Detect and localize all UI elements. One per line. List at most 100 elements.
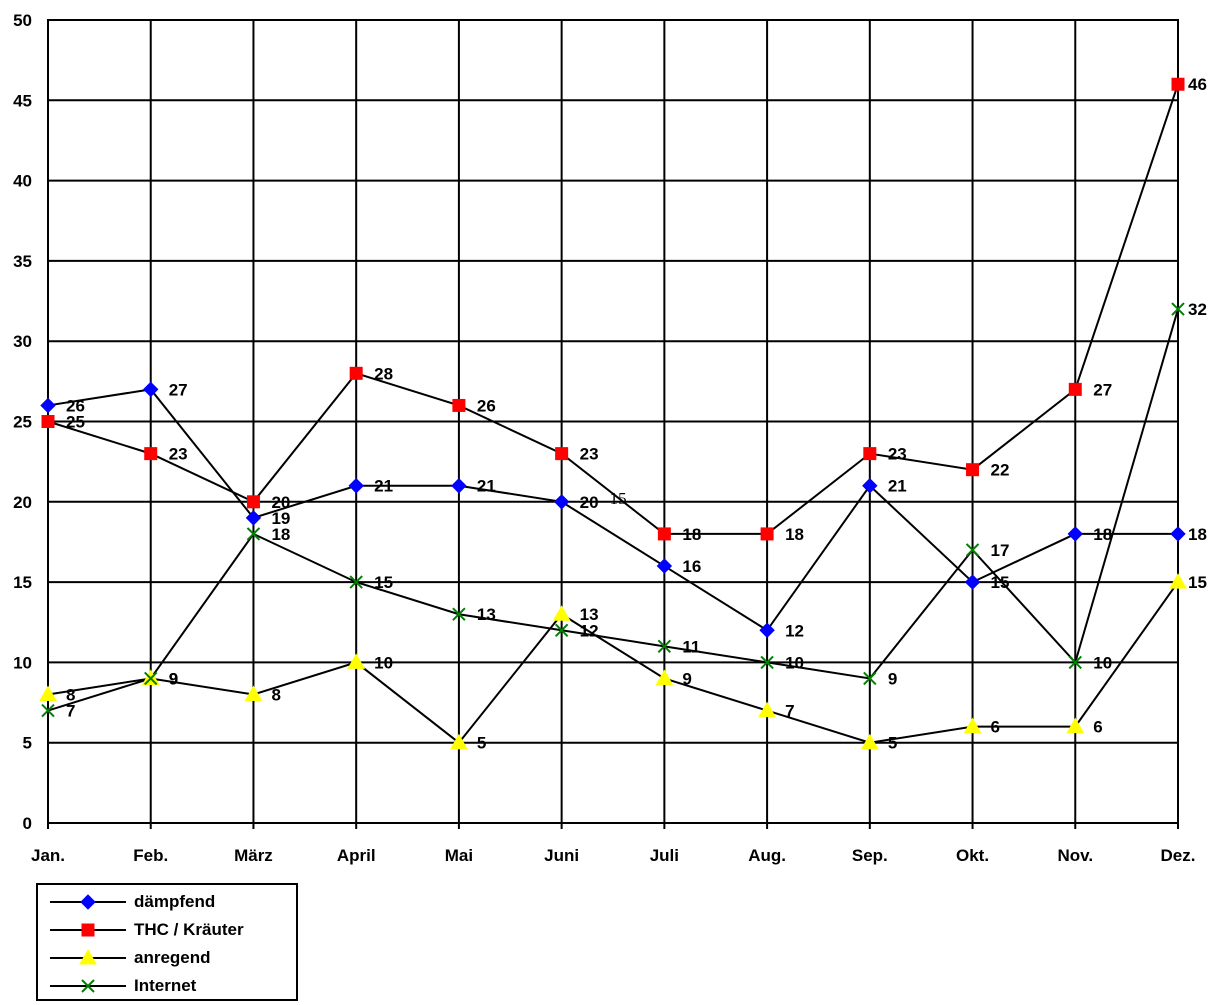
annotation-label: 15: [610, 489, 627, 508]
marker-thc-kraeuter: [246, 495, 260, 509]
marker-daempfend-shape: [1170, 526, 1186, 542]
marker-internet: [965, 543, 980, 557]
y-tick-label: 45: [13, 91, 32, 110]
marker-anregend: [39, 685, 57, 702]
marker-anregend-shape: [39, 685, 57, 702]
data-label-daempfend: 20: [580, 493, 599, 512]
marker-anregend: [655, 669, 674, 685]
marker-anregend-shape: [450, 733, 468, 750]
legend-marker-daempfend: [50, 894, 126, 910]
legend: dämpfend THC / Kräuter anregend Internet: [36, 883, 298, 1001]
series-line-anregend: [47, 581, 1179, 745]
data-label-anregend: 9: [682, 669, 691, 688]
data-label-anregend: 5: [888, 734, 897, 753]
data-label-internet: 13: [477, 605, 496, 624]
legend-label: anregend: [134, 948, 211, 967]
marker-internet-stroke: [863, 671, 877, 686]
marker-thc-kraeuter-shape: [452, 398, 466, 412]
marker-anregend: [963, 717, 982, 734]
marker-daempfend-shape: [143, 381, 159, 398]
y-tick-label: 20: [13, 493, 32, 512]
marker-thc-kraeuter: [1171, 77, 1185, 91]
y-tick-label: 25: [13, 413, 32, 432]
marker-daempfend-shape: [40, 397, 56, 414]
marker-internet: [246, 527, 261, 541]
marker-thc-kraeuter-shape: [349, 366, 363, 380]
data-label-thc-kraeuter: 22: [991, 461, 1010, 480]
marker-daempfend-shape: [451, 478, 467, 494]
marker-internet: [657, 639, 672, 654]
x-tick-label: Juni: [544, 846, 579, 865]
marker-anregend: [860, 733, 879, 750]
marker-internet: [144, 671, 158, 686]
legend-marker-shape-thc-kraeuter-shape: [81, 923, 95, 937]
marker-thc-kraeuter: [1068, 382, 1082, 396]
y-tick-label: 50: [13, 11, 32, 30]
marker-daempfend-shape: [759, 622, 775, 638]
legend-item-daempfend: dämpfend: [38, 889, 296, 915]
data-label-thc-kraeuter: 23: [888, 445, 907, 464]
marker-internet: [554, 623, 569, 637]
legend-marker-shape-anregend-shape: [79, 948, 97, 965]
x-tick-label: Dez.: [1161, 846, 1196, 865]
x-tick-label: Feb.: [133, 846, 168, 865]
line-chart: 0 5 10 15 20 25 30 35 40 45 50 Jan. Feb. März April Ma…: [13, 11, 1207, 865]
marker-daempfend: [862, 478, 878, 494]
marker-daempfend: [40, 397, 56, 414]
annotations: 15: [610, 489, 627, 508]
data-labels: 26 27 19 21 21 20 16 12 21 15 18 18 25 23 20 28 26 23 18 18…: [66, 75, 1207, 752]
marker-anregend-shape: [758, 701, 776, 718]
legend-item-internet: Internet: [38, 973, 296, 999]
marker-anregend: [758, 701, 776, 718]
data-label-internet: 12: [580, 621, 599, 640]
legend-marker-shape-daempfend-shape: [80, 894, 96, 910]
data-label-internet: 10: [785, 653, 804, 672]
marker-thc-kraeuter: [863, 447, 877, 461]
marker-internet: [452, 607, 466, 621]
data-label-daempfend: 21: [888, 477, 907, 496]
legend-label: dämpfend: [134, 892, 216, 911]
legend-marker-thc-kraeuter: [50, 923, 126, 937]
legend-marker-shape-internet: [81, 979, 95, 993]
x-tick-label: April: [337, 846, 376, 865]
marker-daempfend: [964, 574, 981, 590]
marker-anregend: [244, 685, 263, 702]
marker-daempfend: [451, 478, 467, 494]
marker-thc-kraeuter: [349, 366, 363, 380]
marker-daempfend-shape: [862, 478, 878, 494]
marker-anregend: [450, 733, 468, 750]
marker-daempfend-shape: [964, 574, 981, 590]
marker-anregend-shape: [860, 733, 879, 750]
data-label-daempfend: 21: [477, 477, 496, 496]
series-lines: [47, 83, 1179, 745]
data-label-thc-kraeuter: 23: [580, 445, 599, 464]
legend-marker-shape-daempfend: [80, 894, 96, 910]
marker-internet: [760, 655, 774, 670]
legend-label: THC / Kräuter: [134, 920, 244, 939]
marker-thc-kraeuter: [452, 398, 466, 412]
legend-marker-shape-internet-stroke: [81, 979, 95, 993]
data-label-internet: 15: [374, 573, 393, 592]
legend-marker-internet: [50, 979, 126, 993]
marker-daempfend-shape: [656, 558, 673, 574]
marker-internet-stroke: [760, 655, 774, 670]
legend-item-thc-kraeuter: THC / Kräuter: [38, 917, 296, 943]
marker-daempfend-shape: [1067, 526, 1083, 542]
marker-internet-stroke: [1171, 302, 1185, 316]
y-tick-label: 40: [13, 172, 32, 191]
x-tick-label: Nov.: [1057, 846, 1093, 865]
data-label-thc-kraeuter: 28: [374, 364, 393, 383]
marker-internet-stroke: [657, 639, 672, 654]
y-tick-label: 5: [23, 734, 32, 753]
data-label-thc-kraeuter: 18: [785, 525, 804, 544]
legend-label: Internet: [134, 976, 197, 995]
marker-internet-stroke: [246, 527, 261, 541]
series-line-internet: [47, 308, 1179, 712]
marker-daempfend-shape: [553, 494, 570, 510]
marker-thc-kraeuter-shape: [966, 463, 980, 477]
marker-anregend: [552, 605, 571, 621]
data-label-anregend: 6: [991, 718, 1000, 737]
marker-thc-kraeuter-shape: [555, 447, 569, 461]
marker-anregend-shape: [1169, 573, 1187, 589]
data-label-anregend: 8: [271, 686, 280, 705]
